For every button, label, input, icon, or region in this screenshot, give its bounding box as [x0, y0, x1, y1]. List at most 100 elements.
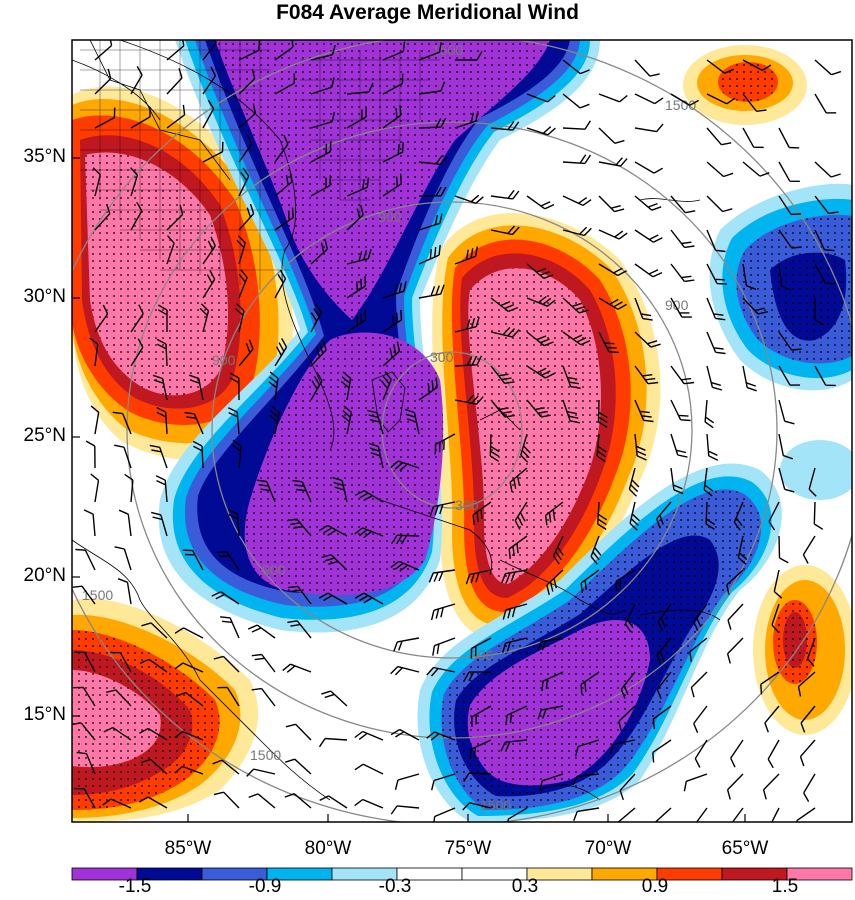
wind-barb — [778, 161, 800, 182]
wind-barb — [778, 467, 795, 493]
wind-barb — [166, 235, 175, 265]
wind-barb — [292, 479, 312, 503]
wind-barb — [670, 399, 691, 422]
wind-barb — [514, 501, 528, 530]
wind-barb — [94, 68, 112, 95]
wind-barb — [502, 637, 528, 653]
wind-barb — [814, 93, 837, 114]
lat-label: 15°N — [23, 704, 66, 725]
wind-barb — [654, 807, 672, 822]
axis-ticks — [72, 157, 746, 822]
colorbar — [71, 867, 853, 881]
wind-barb — [166, 68, 183, 95]
wind-barb — [287, 585, 312, 605]
wind-barb — [706, 263, 728, 285]
wind-barb — [596, 433, 607, 463]
wind-barb — [670, 195, 696, 214]
wind-barb — [598, 93, 628, 103]
ring-label: 900 — [665, 297, 689, 313]
colorbar-label: -0.3 — [378, 876, 412, 897]
wind-barb — [742, 161, 770, 177]
wind-barb — [157, 304, 168, 332]
wind-barb — [92, 167, 101, 197]
wind-barb — [176, 691, 204, 707]
wind-barb — [814, 365, 836, 387]
wind-barb — [139, 727, 168, 741]
wind-barb — [500, 739, 528, 752]
wind-barb — [814, 263, 836, 285]
wind-barb — [382, 142, 404, 163]
wind-barb — [694, 739, 708, 768]
wind-barb — [634, 263, 663, 278]
wind-barb — [490, 326, 520, 338]
wind-barb — [526, 263, 554, 279]
wind-barb — [670, 433, 688, 458]
wind-barb — [130, 201, 143, 231]
wind-barb — [236, 235, 246, 265]
wind-barb — [598, 229, 628, 240]
wind-barb — [472, 501, 492, 525]
wind-barb — [657, 603, 672, 632]
lat-label: 35°N — [23, 146, 66, 167]
wind-barb — [256, 479, 276, 503]
wind-barb — [184, 411, 204, 435]
wind-barb — [274, 40, 294, 61]
wind-barb — [380, 371, 392, 401]
wind-barb — [814, 229, 835, 252]
wind-barb — [562, 59, 590, 75]
wind-barb — [634, 161, 664, 174]
wind-barb — [814, 59, 842, 76]
positive-wind-contours — [72, 45, 852, 822]
wind-barb — [227, 407, 240, 435]
wind-barb — [141, 622, 168, 639]
wind-barb — [454, 194, 484, 204]
wind-barb — [72, 722, 96, 741]
colorbar-label: 0.3 — [511, 876, 539, 897]
wind-barb — [130, 338, 144, 367]
wind-barb — [310, 371, 323, 401]
wind-barb — [562, 297, 589, 314]
wind-barb — [726, 637, 744, 664]
wind-barb — [520, 433, 531, 463]
wind-barb — [103, 726, 132, 741]
wind-barb — [418, 117, 447, 129]
wind-barb — [174, 730, 204, 741]
colorbar-label: -1.5 — [118, 876, 152, 897]
wind-barb — [382, 73, 404, 95]
wind-barb — [580, 569, 600, 593]
wind-barb — [501, 569, 528, 584]
wind-barb — [737, 535, 748, 565]
colorbar-swatch — [786, 867, 853, 881]
wind-barb — [598, 157, 628, 167]
wind-barb — [590, 535, 602, 565]
wind-barb — [778, 127, 800, 149]
wind-barb — [430, 603, 456, 621]
wind-barb — [393, 637, 420, 652]
ring-label: 1500 — [432, 42, 463, 58]
wind-barb — [727, 603, 744, 630]
wind-barb — [199, 303, 210, 333]
wind-barb — [156, 338, 168, 367]
wind-barb — [238, 68, 256, 95]
wind-barb — [202, 236, 216, 265]
wind-barb — [418, 245, 441, 265]
lon-label: 80°W — [304, 838, 352, 859]
wind-barb — [690, 671, 708, 698]
wind-barb — [432, 637, 456, 656]
wind-barb — [238, 167, 250, 197]
wind-barb — [76, 751, 96, 775]
wind-barb — [526, 93, 556, 103]
wind-barb — [575, 739, 600, 757]
wind-barb — [778, 535, 789, 564]
wind-barb — [628, 467, 640, 497]
wind-barb — [83, 509, 96, 537]
wind-barb — [490, 399, 515, 418]
wind-barb — [285, 723, 312, 741]
wind-barb — [284, 793, 312, 809]
wind-barb — [404, 408, 420, 435]
wind-barb — [469, 739, 492, 760]
wind-barb — [634, 399, 654, 423]
wind-barb — [618, 705, 636, 731]
wind-barb — [382, 173, 402, 197]
